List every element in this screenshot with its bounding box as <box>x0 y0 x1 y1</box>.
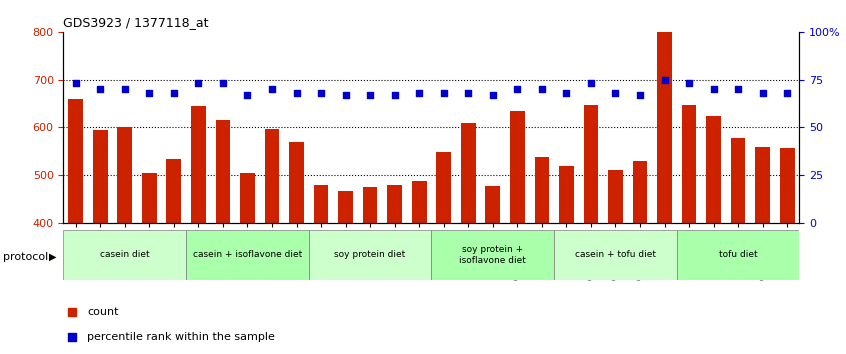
Bar <box>142 173 157 354</box>
Text: casein + isoflavone diet: casein + isoflavone diet <box>193 250 302 259</box>
Point <box>65 309 79 315</box>
Bar <box>584 105 598 354</box>
Bar <box>289 142 304 354</box>
Bar <box>216 120 230 354</box>
Point <box>69 81 82 86</box>
Bar <box>363 187 377 354</box>
Point <box>216 81 229 86</box>
Text: soy protein diet: soy protein diet <box>334 250 406 259</box>
Text: casein diet: casein diet <box>100 250 150 259</box>
Bar <box>559 166 574 354</box>
Bar <box>461 123 475 354</box>
Text: percentile rank within the sample: percentile rank within the sample <box>87 332 275 342</box>
Point <box>633 92 646 98</box>
Bar <box>118 127 132 354</box>
Bar <box>191 106 206 354</box>
Point <box>731 86 744 92</box>
Bar <box>240 173 255 354</box>
Point <box>461 90 475 96</box>
FancyBboxPatch shape <box>63 230 186 280</box>
Point <box>363 92 376 98</box>
Bar <box>657 32 672 354</box>
Point <box>65 334 79 340</box>
Bar <box>387 185 402 354</box>
Point <box>240 92 254 98</box>
Point <box>486 92 499 98</box>
Point <box>559 90 573 96</box>
Bar <box>755 147 770 354</box>
Text: count: count <box>87 307 118 317</box>
Bar <box>265 129 279 354</box>
Bar <box>682 104 696 354</box>
Bar <box>338 190 353 354</box>
Text: protocol: protocol <box>3 252 48 262</box>
Point <box>167 90 180 96</box>
Bar <box>412 181 426 354</box>
Point <box>93 86 107 92</box>
Point <box>412 90 426 96</box>
Point <box>584 81 597 86</box>
FancyBboxPatch shape <box>677 230 799 280</box>
Bar <box>437 152 451 354</box>
Text: casein + tofu diet: casein + tofu diet <box>575 250 656 259</box>
Bar <box>731 138 745 354</box>
Point <box>118 86 131 92</box>
Point <box>682 81 695 86</box>
FancyBboxPatch shape <box>186 230 309 280</box>
Point <box>387 92 401 98</box>
Point <box>706 86 720 92</box>
Bar <box>608 171 623 354</box>
Point <box>289 90 303 96</box>
FancyBboxPatch shape <box>554 230 677 280</box>
Bar <box>633 161 647 354</box>
Bar <box>535 157 549 354</box>
Bar <box>706 116 721 354</box>
Point <box>755 90 769 96</box>
Point <box>314 90 327 96</box>
Point <box>608 90 622 96</box>
Bar <box>69 99 83 354</box>
FancyBboxPatch shape <box>431 230 554 280</box>
Point <box>437 90 450 96</box>
Point <box>142 90 156 96</box>
Bar <box>314 185 328 354</box>
Point <box>535 86 548 92</box>
Point <box>780 90 794 96</box>
Point <box>191 81 205 86</box>
Text: tofu diet: tofu diet <box>719 250 757 259</box>
Bar <box>93 130 107 354</box>
Point <box>657 77 671 82</box>
Text: soy protein +
isoflavone diet: soy protein + isoflavone diet <box>459 245 526 264</box>
Bar <box>167 159 181 354</box>
Point <box>265 86 278 92</box>
Point <box>338 92 352 98</box>
Bar <box>486 186 500 354</box>
Bar <box>510 111 525 354</box>
Text: ▶: ▶ <box>49 252 57 262</box>
Point <box>510 86 524 92</box>
Text: GDS3923 / 1377118_at: GDS3923 / 1377118_at <box>63 16 209 29</box>
Bar <box>780 148 794 354</box>
FancyBboxPatch shape <box>309 230 431 280</box>
